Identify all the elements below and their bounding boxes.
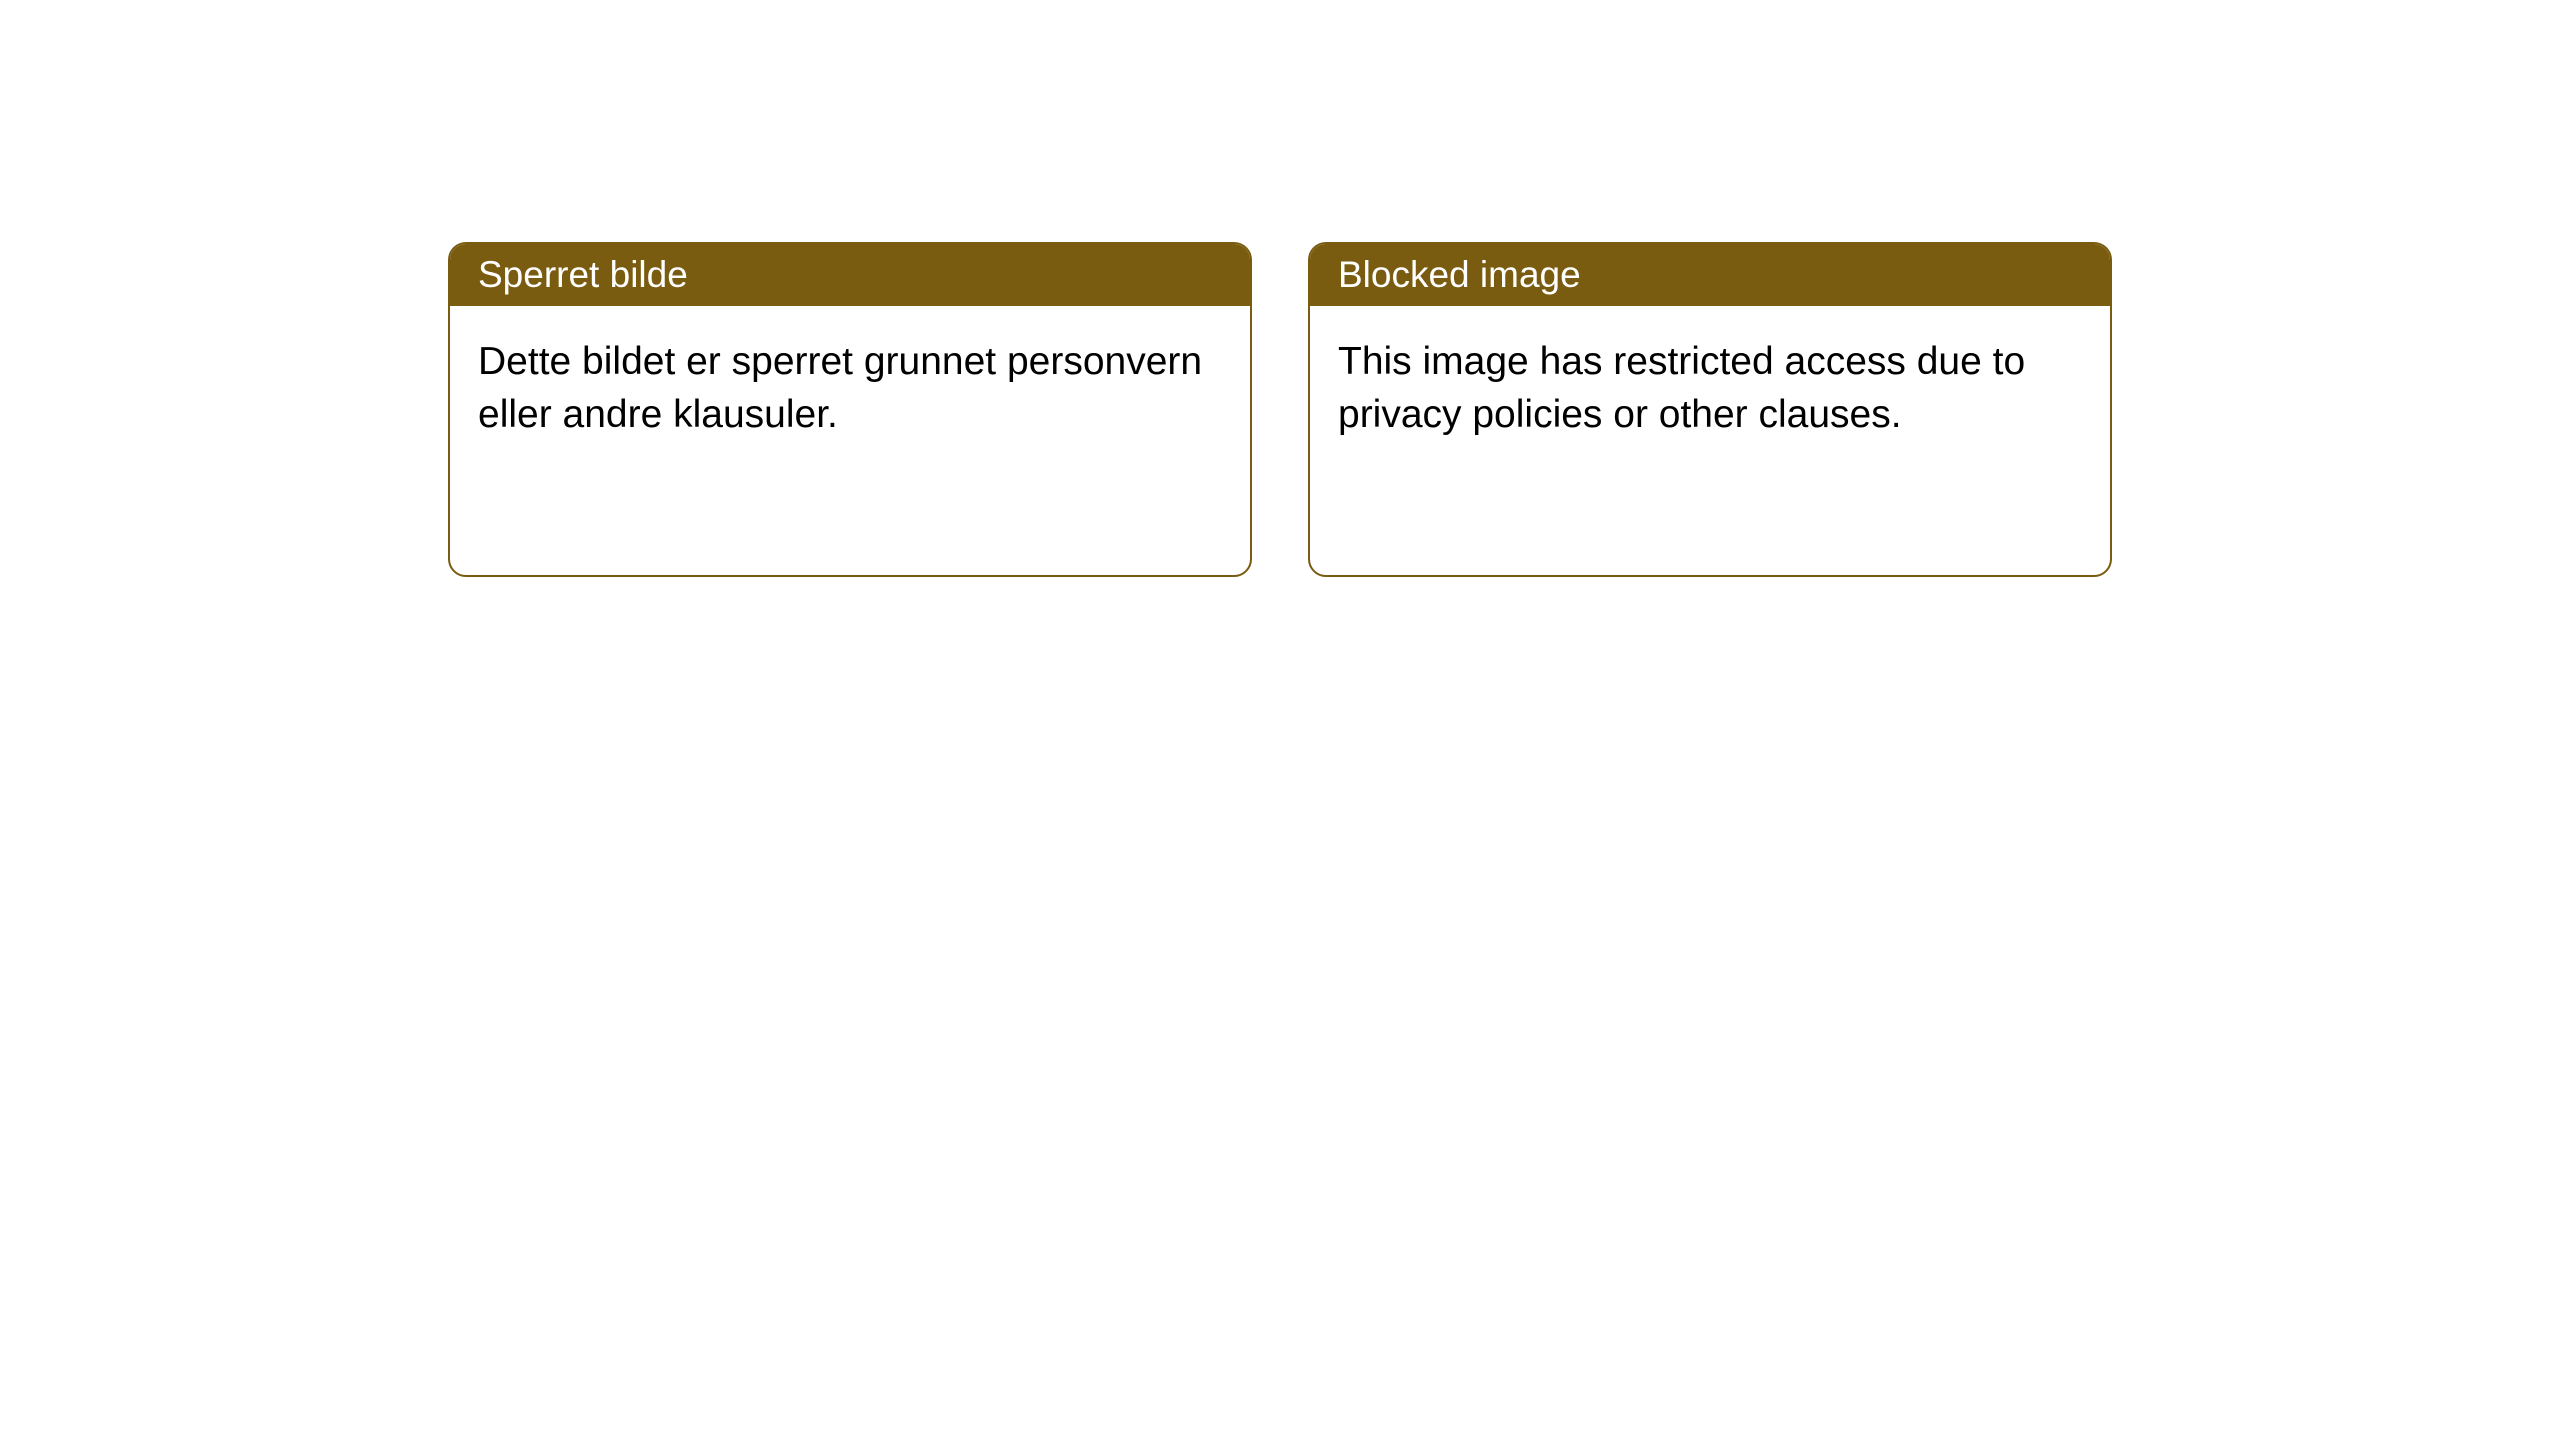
card-title: Blocked image: [1310, 244, 2110, 306]
card-body-text: Dette bildet er sperret grunnet personve…: [450, 306, 1250, 471]
card-body-text: This image has restricted access due to …: [1310, 306, 2110, 471]
blocked-image-card-norwegian: Sperret bilde Dette bildet er sperret gr…: [448, 242, 1252, 577]
blocked-image-card-english: Blocked image This image has restricted …: [1308, 242, 2112, 577]
card-title: Sperret bilde: [450, 244, 1250, 306]
blocked-image-notices: Sperret bilde Dette bildet er sperret gr…: [448, 242, 2112, 577]
